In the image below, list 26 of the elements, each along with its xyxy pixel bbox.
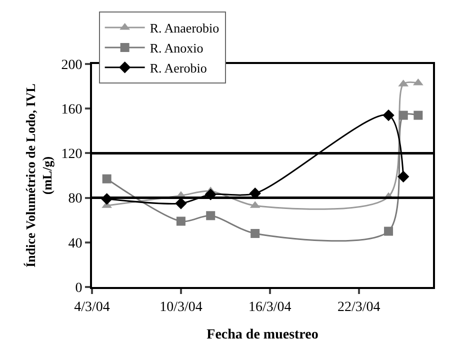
legend-label: R. Anaerobio	[150, 20, 220, 36]
point	[384, 226, 394, 236]
x-tick-label: 16/3/04	[248, 300, 292, 315]
point	[250, 228, 260, 238]
point	[102, 174, 112, 184]
point	[206, 211, 216, 220]
x-tick-label: 10/3/04	[160, 300, 202, 315]
y-tick-label: 160	[61, 102, 82, 118]
point	[398, 110, 408, 120]
y-tick-label: 80	[68, 192, 82, 207]
legend-label: R. Aerobio	[150, 60, 207, 76]
y-tick-label: 0	[75, 280, 82, 296]
y-axis-title: Índice Volumétrico de Lodo, IVL (mL/g)	[22, 83, 55, 268]
legend-label: R. Anoxio	[150, 40, 204, 56]
y-tick-label: 120	[61, 147, 82, 162]
y-tick-label: 40	[68, 236, 82, 252]
x-tick-label: 22/3/04	[337, 300, 380, 315]
y-tick-label: 200	[61, 58, 82, 73]
point	[175, 198, 187, 210]
point	[398, 170, 410, 182]
x-tick-label: 4/3/04	[74, 300, 110, 315]
point	[176, 216, 186, 226]
point	[414, 110, 423, 120]
x-axis-title: Fecha de muestreo	[206, 328, 318, 343]
point	[249, 187, 261, 200]
point	[382, 109, 394, 122]
